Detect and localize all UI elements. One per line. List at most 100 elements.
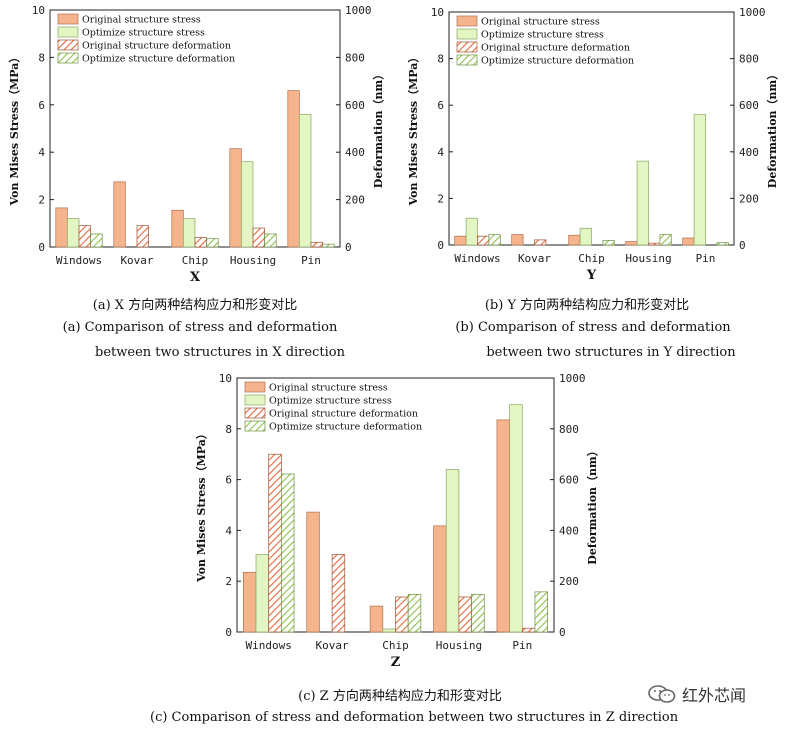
legend-swatch-original-stress <box>57 13 79 25</box>
y-tick-label: 4 <box>437 146 444 159</box>
y-tick-label: 10 <box>32 4 45 17</box>
bar-optimize-stress <box>299 113 312 248</box>
y-tick-label: 2 <box>437 192 444 205</box>
x-tick-label: Kovar <box>518 252 551 265</box>
y-right-tick-label: 200 <box>739 192 759 205</box>
y-tick-label: 0 <box>437 239 444 252</box>
y-right-tick-label: 600 <box>559 474 579 487</box>
bar-optimize-stress <box>241 161 254 248</box>
legend-swatch-original-stress <box>244 381 266 393</box>
y-tick-label: 8 <box>437 53 444 66</box>
caption-b-english-line1: (b) Comparison of stress and deformation <box>455 320 731 335</box>
x-axis-title: Y <box>586 268 597 283</box>
legend-label-original-deformation: Original structure deformation <box>481 43 630 54</box>
bar-optimize-stress <box>636 160 649 246</box>
y-right-tick-label: 200 <box>345 194 365 207</box>
legend-label-optimize-deformation: Optimize structure deformation <box>481 56 634 67</box>
bar-original-deformation <box>395 596 409 633</box>
bar-original-deformation <box>136 225 149 248</box>
legend-swatch-original-stress <box>456 15 478 27</box>
bar-optimize-deformation <box>602 239 615 246</box>
y-right-tick-label: 400 <box>739 146 759 159</box>
y-right-tick-label: 0 <box>739 239 746 252</box>
y-tick-label: 10 <box>219 372 232 385</box>
legend-label-optimize-stress: Optimize structure stress <box>481 30 604 41</box>
bar-optimize-stress <box>579 227 592 246</box>
x-tick-label: Housing <box>230 254 276 267</box>
bar-optimize-stress <box>382 628 396 633</box>
bar-original-stress <box>433 525 447 633</box>
bar-original-stress <box>306 511 320 633</box>
bar-original-stress <box>369 605 384 633</box>
bar-optimize-deformation <box>534 591 549 633</box>
x-tick-label: Pin <box>512 639 532 652</box>
bar-original-stress <box>496 419 510 633</box>
watermark: 红外芯闻 <box>648 682 746 706</box>
y-tick-label: 6 <box>225 474 232 487</box>
y-tick-label: 0 <box>38 241 45 254</box>
legend-label-original-stress: Original structure stress <box>481 17 600 28</box>
bar-optimize-deformation <box>407 594 422 633</box>
y-tick-label: 8 <box>225 423 232 436</box>
y-right-tick-label: 600 <box>739 99 759 112</box>
bar-optimize-stress <box>183 218 196 248</box>
legend-label-original-deformation: Original structure deformation <box>269 409 418 420</box>
bar-optimize-stress <box>255 554 270 633</box>
bar-original-deformation <box>521 627 536 633</box>
x-tick-label: Kovar <box>316 639 349 652</box>
caption-a-chinese: (a) X 方向两种结构应力和形变对比 <box>92 298 298 313</box>
legend-swatch-optimize-stress <box>244 394 266 406</box>
bar-optimize-deformation <box>488 234 501 246</box>
bar-optimize-deformation <box>90 233 103 248</box>
x-axis-title: X <box>190 270 201 285</box>
legend-swatch-optimize-deformation <box>456 54 478 66</box>
bar-original-stress <box>242 571 257 633</box>
bar-optimize-deformation <box>659 234 672 246</box>
y-right-tick-label: 1000 <box>739 6 766 19</box>
bar-optimize-deformation <box>322 243 335 248</box>
y-right-tick-label: 400 <box>345 146 365 159</box>
x-tick-label: Chip <box>382 639 409 652</box>
x-tick-label: Windows <box>454 252 500 265</box>
y-right-tick-label: 0 <box>345 241 352 254</box>
bar-original-deformation <box>331 554 346 633</box>
y-right-tick-label: 600 <box>345 99 365 112</box>
y-tick-label: 6 <box>38 99 45 112</box>
y-right-axis-title: Deformation（nm） <box>586 445 599 564</box>
y-right-axis-title: Deformation（nm） <box>766 69 779 188</box>
x-tick-label: Windows <box>56 254 102 267</box>
caption-a-english-line1: (a) Comparison of stress and deformation <box>62 320 338 335</box>
legend-swatch-optimize-stress <box>57 26 79 38</box>
y-axis-title: Von Mises Stress（MPa） <box>407 52 420 207</box>
x-tick-label: Housing <box>625 252 671 265</box>
y-right-tick-label: 800 <box>559 423 579 436</box>
bar-optimize-deformation <box>264 233 277 248</box>
bar-optimize-stress <box>693 114 706 246</box>
y-right-tick-label: 200 <box>559 575 579 588</box>
legend-label-original-stress: Original structure stress <box>269 383 388 394</box>
y-right-tick-label: 800 <box>739 53 759 66</box>
legend-swatch-optimize-deformation <box>57 52 79 64</box>
x-tick-label: Chip <box>182 254 209 267</box>
x-axis-title: Z <box>391 655 401 670</box>
legend-label-original-stress: Original structure stress <box>82 15 201 26</box>
bar-original-deformation <box>458 596 472 633</box>
bar-optimize-deformation <box>471 594 485 633</box>
legend-swatch-optimize-stress <box>456 28 478 40</box>
caption-c-english: (c) Comparison of stress and deformation… <box>150 710 679 725</box>
bar-optimize-deformation <box>206 238 219 248</box>
bar-original-stress <box>113 181 126 248</box>
legend-swatch-original-deformation <box>456 41 478 53</box>
y-right-tick-label: 1000 <box>559 372 586 385</box>
legend-label-original-deformation: Original structure deformation <box>82 41 231 52</box>
bar-optimize-stress <box>465 217 478 246</box>
y-tick-label: 0 <box>225 626 232 639</box>
x-tick-label: Pin <box>696 252 716 265</box>
bar-optimize-stress <box>445 469 460 633</box>
legend-label-optimize-deformation: Optimize structure deformation <box>82 54 235 65</box>
y-tick-label: 2 <box>225 575 232 588</box>
caption-c-chinese: (c) Z 方向两种结构应力和形变对比 <box>298 689 502 704</box>
